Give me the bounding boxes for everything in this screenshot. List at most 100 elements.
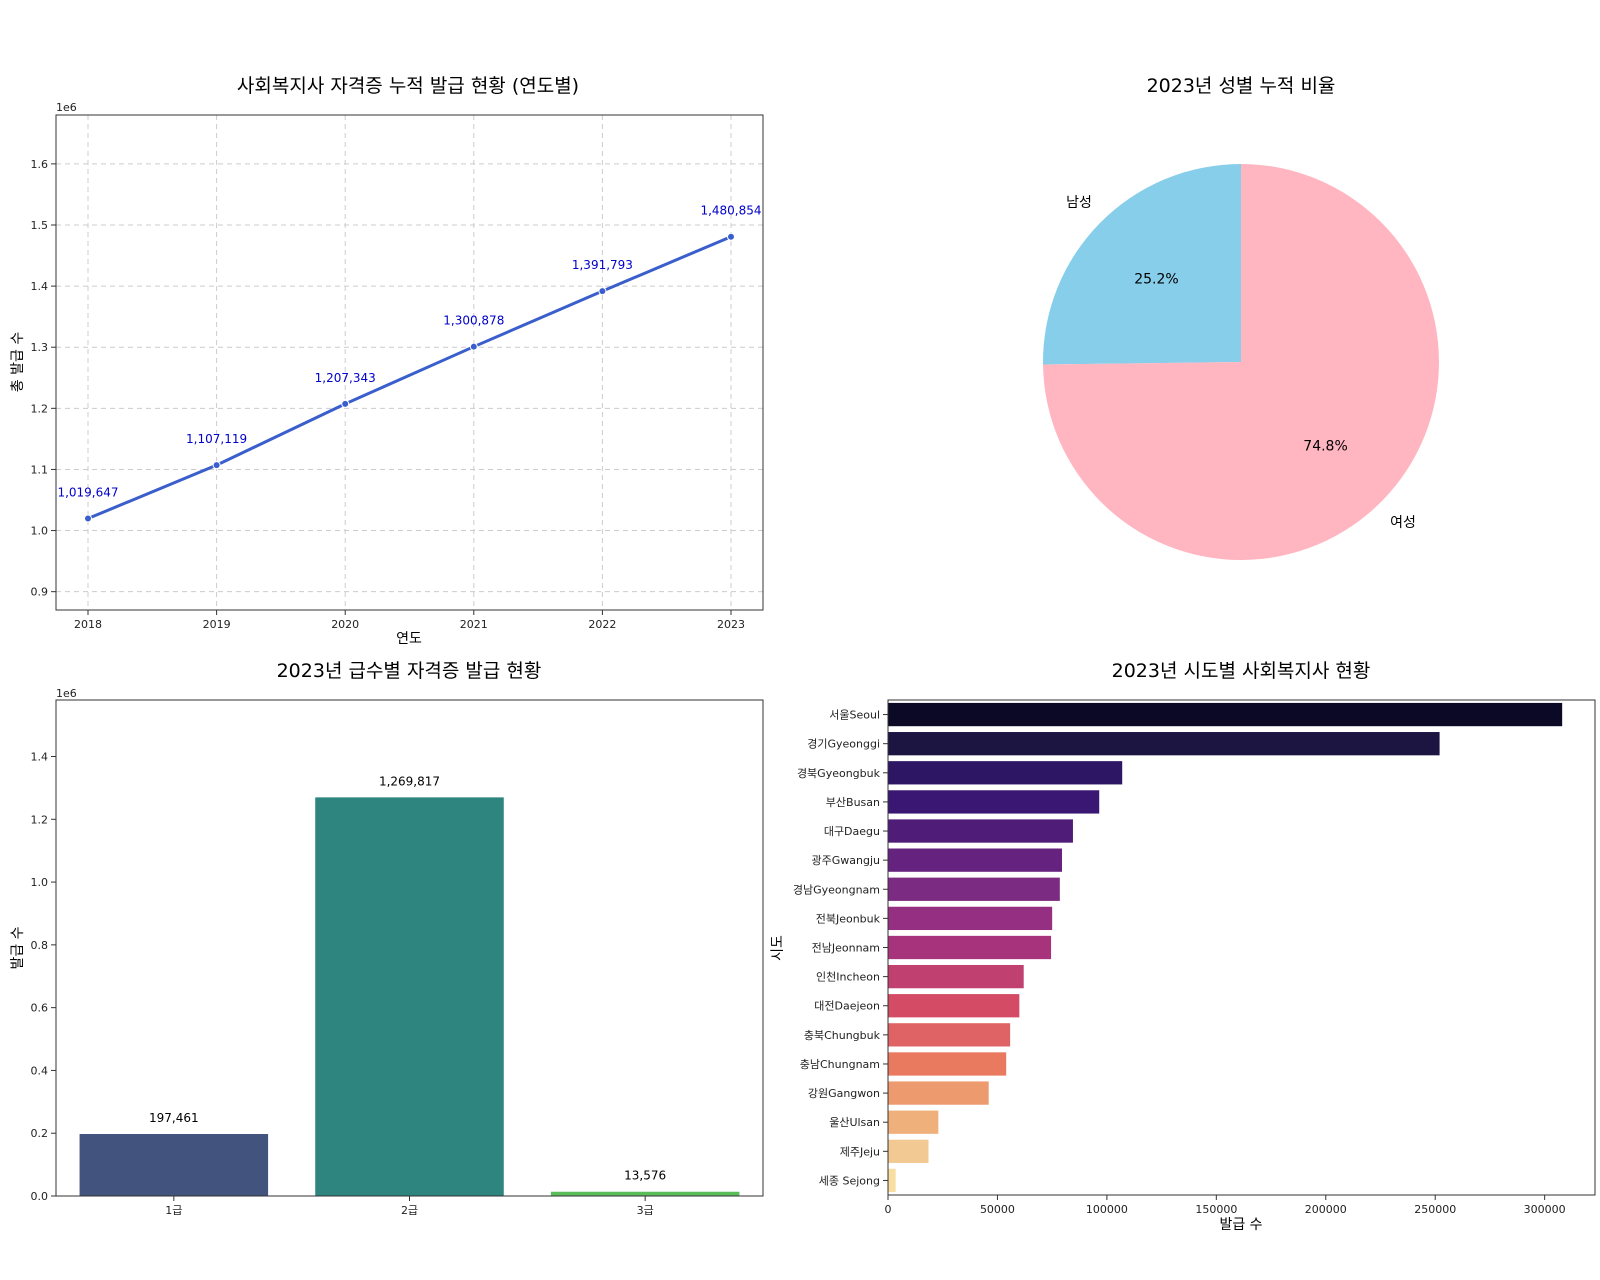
line-chart-x-tick-label: 2018 [74, 618, 102, 631]
grade-bar-chart-panel: 2023년 급수별 자격증 발급 현황 1e6 0.0 0.2 0.4 0.6 0.8 1… [10, 660, 764, 1217]
line-chart-y-tick-label: 1.0 [31, 525, 49, 538]
line-chart-x-tick-label: 2022 [588, 618, 616, 631]
region-bar-chart-x-tick-label: 0 [885, 1203, 892, 1216]
line-chart-grid [56, 115, 763, 610]
line-chart-x-tick-label: 2021 [460, 618, 488, 631]
region-bar-chart-y-tick-label: 인천Incheon [816, 970, 880, 984]
grade-bar-chart-y-tick-label: 0.6 [31, 1002, 49, 1015]
line-chart-points [84, 232, 735, 523]
region-bar-chart-y-tick-label: 충남Chungnam [800, 1058, 880, 1071]
region-bar-chart-bars [888, 702, 1563, 1193]
grade-bar-chart-y-label: 발급 수 [10, 926, 26, 969]
line-chart-data-label: 1,107,119 [186, 432, 247, 446]
region-bar [888, 1139, 929, 1163]
line-chart-data-labels: 1,019,647 1,107,119 1,207,343 1,300,878 1,39… [57, 204, 761, 500]
region-bar-chart-y-tick-label: 전남Jeonnam [812, 942, 880, 955]
region-bar [888, 732, 1440, 756]
region-bar-chart-x-tick-label: 50000 [980, 1203, 1015, 1216]
line-chart-data-label: 1,207,343 [315, 371, 376, 385]
region-bar [888, 935, 1052, 960]
grade-bar-chart-y-tick-label: 1.4 [31, 751, 49, 764]
grade-bar-data-label: 13,576 [624, 1169, 666, 1183]
region-bar-chart-y-label: 시도 [770, 935, 786, 961]
line-chart-series-line [87, 235, 732, 520]
pie-slice-name-label: 여성 [1390, 515, 1416, 531]
region-bar [888, 702, 1563, 727]
line-chart-data-label: 1,480,854 [700, 204, 761, 218]
line-chart-data-label: 1,300,878 [443, 314, 504, 328]
line-chart-y-tick-label: 1.5 [31, 219, 49, 232]
region-bar [888, 848, 1063, 872]
line-chart-x-label: 연도 [396, 631, 422, 647]
region-bar-chart-y-tick-label: 전북Jeonbuk [816, 912, 881, 925]
region-bar-chart-y-ticks: 서울Seoul 경기Gyeonggi 경북Gyeongbuk 부산Busan 대구Dae… [793, 709, 888, 1187]
pie-slice [1043, 164, 1241, 365]
region-bar-chart-y-tick-label: 부산Busan [826, 796, 880, 809]
region-bar-chart-y-tick-label: 경남Gyeongnam [793, 883, 880, 896]
region-bar-chart-y-tick-label: 제주Jeju [840, 1145, 880, 1158]
grade-bar-chart-y-tick-label: 0.4 [31, 1064, 49, 1077]
pie-chart-title: 2023년 성별 누적 비율 [1147, 75, 1336, 97]
line-chart-y-label: 총 발급 수 [10, 332, 26, 393]
pie-slice-percent-label: 25.2% [1134, 272, 1178, 288]
region-bar-chart-x-tick-label: 250000 [1414, 1203, 1456, 1216]
region-bar-chart-x-label: 발급 수 [1219, 1217, 1262, 1233]
region-bar-chart-x-tick-label: 100000 [1086, 1203, 1128, 1216]
region-bar-chart-y-tick-label: 서울Seoul [829, 709, 880, 722]
line-chart-point [469, 342, 478, 351]
grade-bar [550, 1191, 740, 1196]
grade-bar-chart-x-tick-label: 1급 [165, 1204, 182, 1217]
line-chart-y-tick-label: 0.9 [31, 586, 49, 599]
line-chart-data-label: 1,019,647 [57, 486, 118, 500]
grade-bar-chart-frame [55, 699, 764, 1197]
grade-bar-data-label: 1,269,817 [379, 774, 440, 788]
line-chart-x-tick-label: 2023 [717, 618, 745, 631]
pie-slice-percent-label: 74.8% [1303, 438, 1347, 454]
line-chart-point [84, 514, 92, 523]
grade-bar-chart-data-labels: 197,461 1,269,817 13,576 [149, 774, 666, 1182]
region-bar-chart-y-tick-label: 경기Gyeonggi [807, 738, 880, 751]
region-bar [888, 1023, 1011, 1047]
region-bar-chart-x-tick-label: 300000 [1524, 1203, 1566, 1216]
grade-bar-chart-x-tick-label: 3급 [637, 1204, 654, 1217]
line-chart-point [212, 461, 221, 470]
region-bar-chart-y-tick-label: 대구Daegu [824, 825, 880, 838]
line-chart-panel: 사회복지사 자격증 누적 발급 현황 (연도별) 1e6 0.9 1.0 1.1 1.… [10, 75, 764, 647]
line-chart-y-tick-label: 1.4 [31, 280, 49, 293]
line-chart-x-ticks: 2018 2019 2020 2021 2022 2023 [74, 610, 745, 631]
region-bar-chart-y-tick-label: 광주Gwangju [812, 854, 880, 867]
region-bar-chart-y-tick-label: 강원Gangwon [808, 1087, 880, 1100]
line-chart-y-tick-label: 1.6 [31, 158, 49, 171]
line-chart-point [341, 399, 350, 408]
grade-bar [315, 797, 504, 1196]
region-bar-chart-y-tick-label: 세종 Sejong [819, 1174, 880, 1187]
pie-slice [1043, 164, 1439, 561]
grade-bar-chart-title: 2023년 급수별 자격증 발급 현황 [277, 660, 542, 682]
region-bar [888, 1081, 989, 1105]
region-bar-chart-y-tick-label: 울산Ulsan [829, 1116, 880, 1129]
grade-bar-chart-x-ticks: 1급 2급 3급 [165, 1196, 654, 1217]
region-bar [888, 1168, 896, 1193]
line-chart-y-tick-label: 1.2 [31, 402, 49, 415]
region-bar [888, 964, 1024, 989]
region-bar [888, 906, 1053, 931]
line-chart-point [727, 232, 735, 241]
grade-bar-chart-y-tick-label: 0.0 [31, 1190, 49, 1203]
grade-bar [79, 1134, 269, 1196]
region-bar-chart-y-tick-label: 경북Gyeongbuk [797, 767, 881, 780]
grade-bar-chart-offset-label: 1e6 [56, 687, 77, 700]
pie-chart-labels: 25.2% 남성 74.8% 여성 [1066, 195, 1416, 531]
grade-bar-chart-y-tick-label: 1.2 [31, 813, 49, 826]
region-bar [888, 1110, 939, 1134]
grade-bar-chart-y-tick-label: 0.8 [31, 939, 49, 952]
grade-bar-chart-y-tick-label: 1.0 [31, 876, 49, 889]
region-bar-chart-x-ticks: 0 50000 100000 150000 200000 250000 300000 [885, 1195, 1566, 1216]
grade-bar-chart-bars [79, 797, 740, 1196]
region-bar [888, 790, 1100, 814]
region-bar [888, 1052, 1007, 1076]
region-bar-chart-x-tick-label: 200000 [1305, 1203, 1347, 1216]
region-bar-chart-y-tick-label: 대전Daejeon [814, 1000, 880, 1013]
line-chart-offset-label: 1e6 [56, 101, 77, 114]
grade-bar-chart-y-tick-label: 0.2 [31, 1127, 49, 1140]
